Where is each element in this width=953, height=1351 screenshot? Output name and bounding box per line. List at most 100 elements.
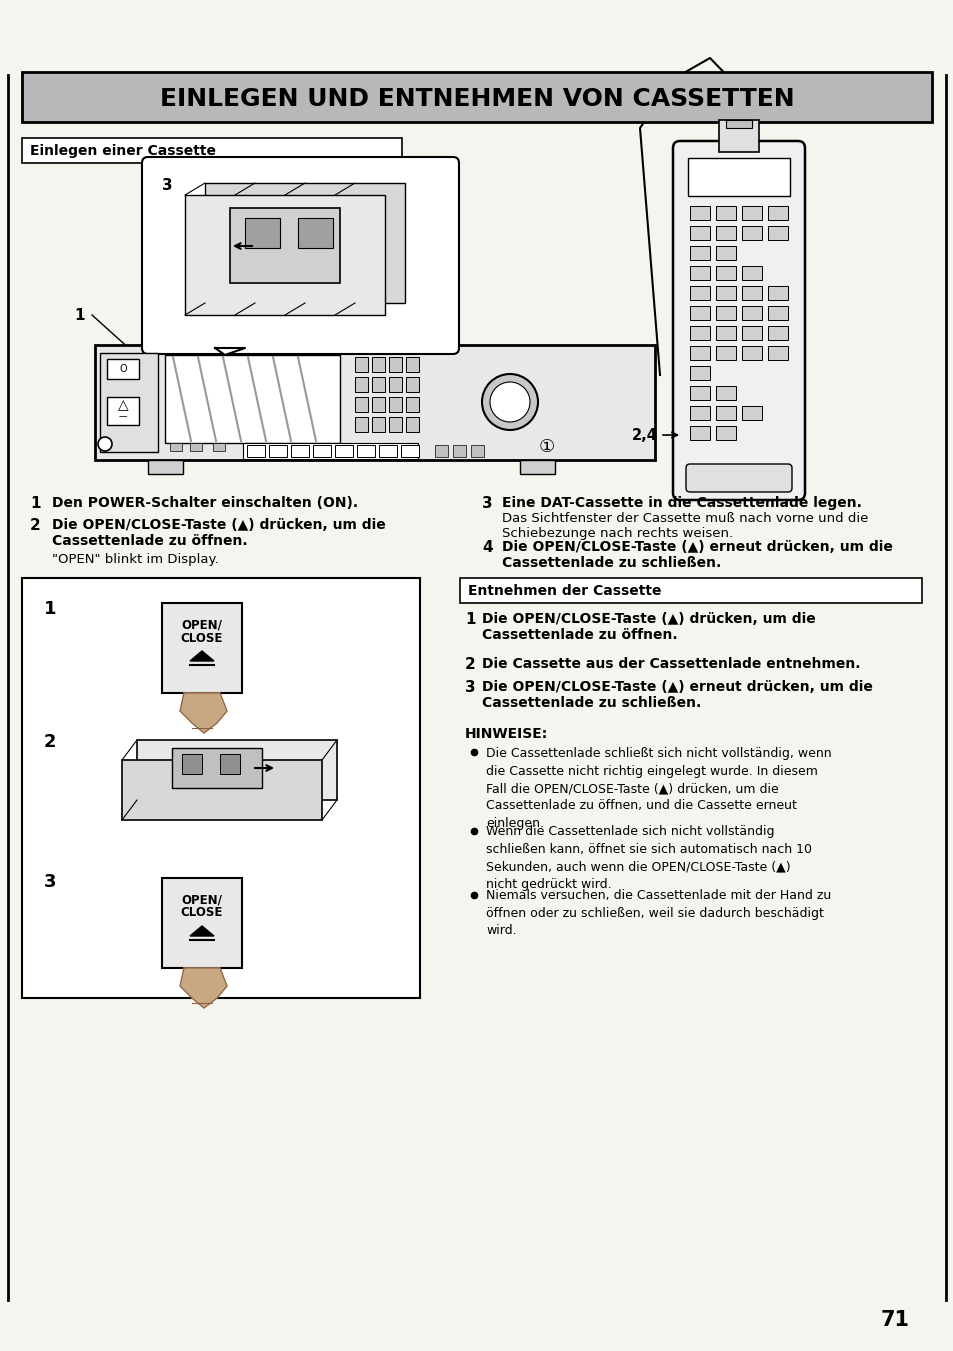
Bar [767,346,787,359]
Bar [313,444,331,457]
Bar [389,357,401,372]
Bar [719,120,759,153]
Bar [741,286,761,300]
Bar [230,208,339,282]
Bar [689,426,709,440]
Text: Niemals versuchen, die Cassettenlade mit der Hand zu
öffnen oder zu schließen, w: Niemals versuchen, die Cassettenlade mit… [485,889,830,938]
Text: 2: 2 [30,517,41,534]
Bar [406,417,418,432]
Bar [689,266,709,280]
Bar [689,246,709,259]
Text: CLOSE: CLOSE [181,631,223,644]
Bar [716,386,735,400]
Bar [172,748,262,788]
Bar [767,205,787,220]
Bar [356,444,375,457]
Bar [716,226,735,240]
FancyBboxPatch shape [685,463,791,492]
Bar [185,195,385,315]
Bar [243,443,417,459]
Text: Wenn die Cassettenlade sich nicht vollständig
schließen kann, öffnet sie sich au: Wenn die Cassettenlade sich nicht vollst… [485,825,811,892]
Text: 1: 1 [30,496,40,511]
Text: ①: ① [538,438,555,457]
Text: Die Cassettenlade schließt sich nicht vollständig, wenn
die Cassette nicht richt: Die Cassettenlade schließt sich nicht vo… [485,747,831,830]
Bar [689,226,709,240]
Text: 2: 2 [464,657,476,671]
Bar [148,459,183,474]
Bar [389,377,401,392]
Polygon shape [180,969,227,1008]
Bar [767,326,787,340]
Text: Die OPEN/CLOSE-Taste (▲) drücken, um die
Cassettenlade zu öffnen.: Die OPEN/CLOSE-Taste (▲) drücken, um die… [481,612,815,642]
Bar [22,138,401,163]
Text: 1: 1 [74,308,85,323]
Circle shape [481,374,537,430]
Bar [355,397,368,412]
Circle shape [98,436,112,451]
Bar [355,357,368,372]
Text: 2,4: 2,4 [212,300,238,316]
Bar [400,444,418,457]
Bar [741,266,761,280]
Bar [519,459,555,474]
Bar [406,357,418,372]
Bar [95,345,655,459]
Text: Die OPEN/CLOSE-Taste (▲) erneut drücken, um die
Cassettenlade zu schließen.: Die OPEN/CLOSE-Taste (▲) erneut drücken,… [501,540,892,570]
Bar [741,205,761,220]
Text: 2: 2 [44,734,56,751]
Text: 1: 1 [44,600,56,617]
Bar [716,266,735,280]
Bar [689,346,709,359]
Bar [459,578,921,603]
Bar [355,377,368,392]
Text: Den POWER-Schalter einschalten (ON).: Den POWER-Schalter einschalten (ON). [52,496,357,509]
Polygon shape [190,925,213,936]
Bar [389,417,401,432]
Text: Die Cassette aus der Cassettenlade entnehmen.: Die Cassette aus der Cassettenlade entne… [481,657,860,671]
Bar [767,226,787,240]
Text: Entnehmen der Cassette: Entnehmen der Cassette [468,584,660,598]
FancyBboxPatch shape [672,141,804,500]
Bar [741,407,761,420]
Bar [182,754,202,774]
Bar [165,355,339,443]
Bar [205,182,405,303]
Bar [107,359,139,380]
Bar [190,443,202,451]
Text: Einlegen einer Cassette: Einlegen einer Cassette [30,145,215,158]
Bar [741,305,761,320]
Bar [100,353,158,453]
Bar [687,158,789,196]
Polygon shape [214,349,245,355]
Bar [335,444,353,457]
Bar [689,305,709,320]
Bar [689,407,709,420]
Bar [372,397,385,412]
Polygon shape [180,693,227,734]
Text: O: O [119,363,127,374]
Bar [245,218,280,249]
Text: Das Sichtfenster der Cassette muß nach vorne und die
Schiebezunge nach rechts we: Das Sichtfenster der Cassette muß nach v… [501,512,867,540]
Bar [372,377,385,392]
Bar [378,444,396,457]
Text: HINWEISE:: HINWEISE: [464,727,548,740]
Bar [406,397,418,412]
Bar [372,417,385,432]
Bar [291,444,309,457]
Text: 4: 4 [481,540,492,555]
Text: △: △ [117,399,128,412]
Bar [741,346,761,359]
Bar [297,218,333,249]
Text: "OPEN" blinkt im Display.: "OPEN" blinkt im Display. [52,553,218,566]
Bar [435,444,448,457]
Bar [269,444,287,457]
Text: Die OPEN/CLOSE-Taste (▲) erneut drücken, um die
Cassettenlade zu schließen.: Die OPEN/CLOSE-Taste (▲) erneut drücken,… [481,680,872,711]
Bar [689,326,709,340]
Bar [689,386,709,400]
Bar [137,740,336,800]
Bar [220,754,240,774]
Bar [716,246,735,259]
Bar [22,72,931,122]
Bar [355,417,368,432]
Text: 2,4: 2,4 [632,427,658,443]
